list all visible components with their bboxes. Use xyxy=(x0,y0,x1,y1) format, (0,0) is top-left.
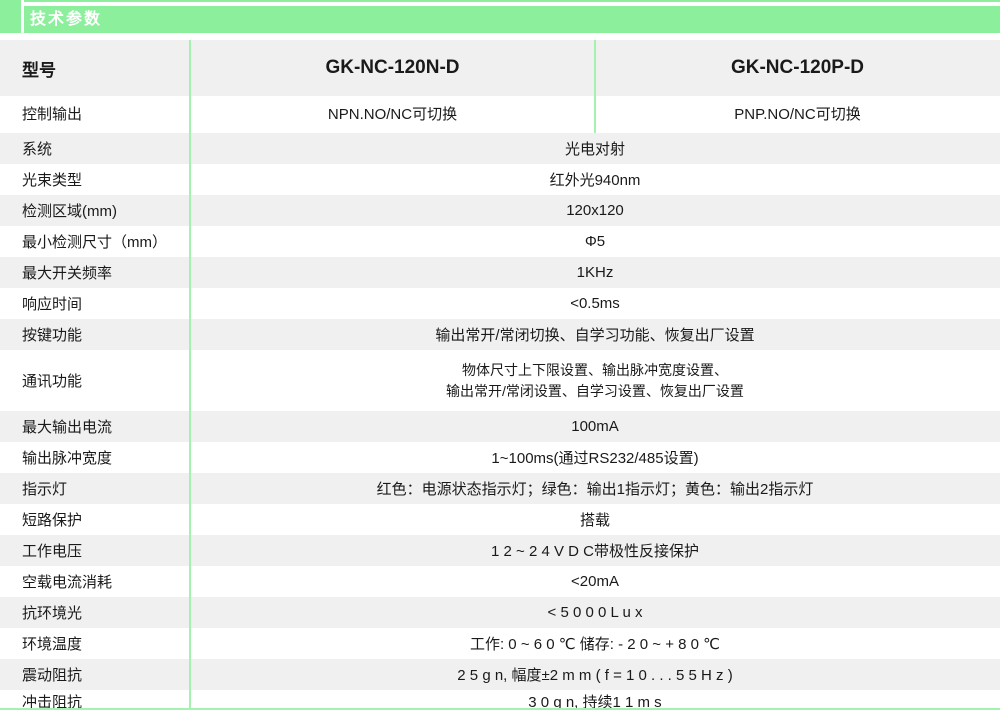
row-label: 短路保护 xyxy=(22,512,83,529)
row-label: 检测区域(mm) xyxy=(22,203,117,220)
row-value: <20mA xyxy=(571,573,619,590)
row-label: 最小检测尺寸（mm） xyxy=(22,234,167,251)
table-row-button-functions: 按键功能 输出常开/常闭切换、自学习功能、恢复出厂设置 xyxy=(0,319,1000,350)
row-value: 红色：电源状态指示灯；绿色：输出1指示灯；黄色：输出2指示灯 xyxy=(376,481,814,498)
row-label: 抗环境光 xyxy=(22,605,83,622)
row-label: 环境温度 xyxy=(22,636,83,653)
control-output-row: 控制输出 NPN.NO/NC可切换 PNP.NO/NC可切换 xyxy=(0,96,1000,131)
row-value: 100mA xyxy=(571,418,619,435)
row-value: 工作: 0 ~ 6 0 ℃ 储存: - 2 0 ~ + 8 0 ℃ xyxy=(469,636,721,653)
table-row-system: 系统 光电对射 xyxy=(0,133,1000,164)
row-value: 光电对射 xyxy=(564,141,625,158)
model-name-right: GK-NC-120P-D xyxy=(730,57,865,78)
row-value: <0.5ms xyxy=(570,295,620,312)
table-row-beam-type: 光束类型 红外光940nm xyxy=(0,164,1000,195)
table-row-no-load-current: 空载电流消耗 <20mA xyxy=(0,566,1000,597)
row-value-line2: 输出常开/常闭设置、自学习设置、恢复出厂设置 xyxy=(446,382,744,399)
row-label: 震动阻抗 xyxy=(22,667,83,684)
row-value-line1: 物体尺寸上下限设置、输出脉冲宽度设置、 xyxy=(462,361,728,378)
row-value: 红外光940nm xyxy=(549,172,641,189)
row-value: 1KHz xyxy=(576,264,614,281)
table-row-ambient-light-immunity: 抗环境光 < 5 0 0 0 L u x xyxy=(0,597,1000,628)
table-row-ambient-temperature: 环境温度 工作: 0 ~ 6 0 ℃ 储存: - 2 0 ~ + 8 0 ℃ xyxy=(0,628,1000,659)
row-value: 1 2 ~ 2 4 V D C带极性反接保护 xyxy=(491,543,699,560)
row-label: 冲击阻抗 xyxy=(22,694,83,711)
row-value: 2 5 g n, 幅度±2 m m ( f = 1 0 . . . 5 5 H … xyxy=(457,667,733,684)
row-label: 指示灯 xyxy=(22,481,68,498)
row-label: 最大输出电流 xyxy=(22,419,113,436)
row-label: 控制输出 xyxy=(22,106,83,123)
row-value: 搭载 xyxy=(579,512,610,529)
table-row-response-time: 响应时间 <0.5ms xyxy=(0,288,1000,319)
output-value-right: PNP.NO/NC可切换 xyxy=(734,106,861,123)
row-label: 最大开关频率 xyxy=(22,265,113,282)
row-label: 通讯功能 xyxy=(22,373,83,390)
table-row-communication-functions: 通讯功能 物体尺寸上下限设置、输出脉冲宽度设置、 输出常开/常闭设置、自学习设置… xyxy=(0,350,1000,411)
row-label: 型号 xyxy=(22,60,56,80)
title-accent-square xyxy=(0,0,21,33)
section-title: 技术参数 xyxy=(30,11,103,28)
row-label: 工作电压 xyxy=(22,543,83,560)
table-row-max-output-current: 最大输出电流 100mA xyxy=(0,411,1000,442)
row-value: < 5 0 0 0 L u x xyxy=(547,604,643,621)
row-value: 1~100ms(通过RS232/485设置) xyxy=(491,450,699,467)
row-label: 光束类型 xyxy=(22,172,83,189)
table-row-operating-voltage: 工作电压 1 2 ~ 2 4 V D C带极性反接保护 xyxy=(0,535,1000,566)
table-row-shock-resistance: 冲击阻抗 3 0 g n, 持续1 1 m s xyxy=(0,690,1000,712)
row-value: 物体尺寸上下限设置、输出脉冲宽度设置、 输出常开/常闭设置、自学习设置、恢复出厂… xyxy=(190,360,1000,402)
table-row-detection-area: 检测区域(mm) 120x120 xyxy=(0,195,1000,226)
row-label: 空载电流消耗 xyxy=(22,574,113,591)
model-name-left: GK-NC-120N-D xyxy=(325,57,460,78)
table-row-max-switching-freq: 最大开关频率 1KHz xyxy=(0,257,1000,288)
bottom-green-line xyxy=(0,708,1000,710)
table-row-vibration-resistance: 震动阻抗 2 5 g n, 幅度±2 m m ( f = 1 0 . . . 5… xyxy=(0,659,1000,690)
row-label: 系统 xyxy=(22,141,53,158)
row-value: 120x120 xyxy=(566,202,624,219)
table-row-short-circuit-protection: 短路保护 搭载 xyxy=(0,504,1000,535)
row-label: 按键功能 xyxy=(22,327,83,344)
output-value-left: NPN.NO/NC可切换 xyxy=(327,106,458,123)
row-gap xyxy=(0,131,1000,133)
table-row-indicator-lights: 指示灯 红色：电源状态指示灯；绿色：输出1指示灯；黄色：输出2指示灯 xyxy=(0,473,1000,504)
spec-table: 型号 GK-NC-120N-D GK-NC-120P-D 控制输出 NPN.NO… xyxy=(0,40,1000,712)
column-divider-main xyxy=(189,40,191,708)
column-divider-models xyxy=(594,40,596,133)
table-row-min-detection-size: 最小检测尺寸（mm） Φ5 xyxy=(0,226,1000,257)
model-header-row: 型号 GK-NC-120N-D GK-NC-120P-D xyxy=(0,40,1000,96)
table-row-output-pulse-width: 输出脉冲宽度 1~100ms(通过RS232/485设置) xyxy=(0,442,1000,473)
row-value: 输出常开/常闭切换、自学习功能、恢复出厂设置 xyxy=(435,327,755,344)
row-value: Φ5 xyxy=(584,233,606,250)
row-value: 3 0 g n, 持续1 1 m s xyxy=(528,694,662,711)
row-label: 响应时间 xyxy=(22,296,83,313)
row-label: 输出脉冲宽度 xyxy=(22,450,113,467)
section-title-bar: 技术参数 xyxy=(24,6,1000,33)
top-green-strip xyxy=(24,0,1000,2)
